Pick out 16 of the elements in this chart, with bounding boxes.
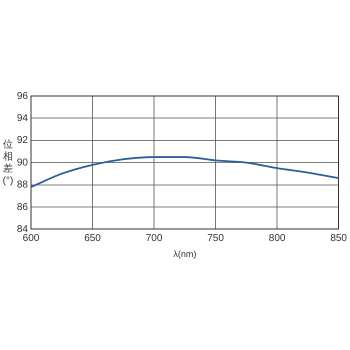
x-tick-label: 650	[84, 232, 102, 244]
y-tick-label: 94	[16, 112, 28, 124]
y-tick-label: 86	[16, 202, 28, 213]
y-tick-label: 90	[16, 157, 28, 168]
x-tick-label: 700	[146, 232, 163, 244]
x-tick-label: 850	[330, 232, 348, 244]
y-tick-label: 84	[16, 224, 28, 235]
x-tick-label: 600	[22, 232, 40, 244]
y-axis-title: 位相差(°)	[2, 138, 14, 186]
line-series	[31, 156, 339, 188]
x-tick-label: 800	[268, 232, 286, 244]
y-tick-label: 92	[16, 135, 28, 146]
y-tick-label: 88	[16, 180, 28, 191]
y-tick-label: 96	[16, 90, 28, 102]
x-tick-label: 750	[207, 232, 224, 244]
x-axis-title: λ(nm)	[173, 249, 196, 260]
